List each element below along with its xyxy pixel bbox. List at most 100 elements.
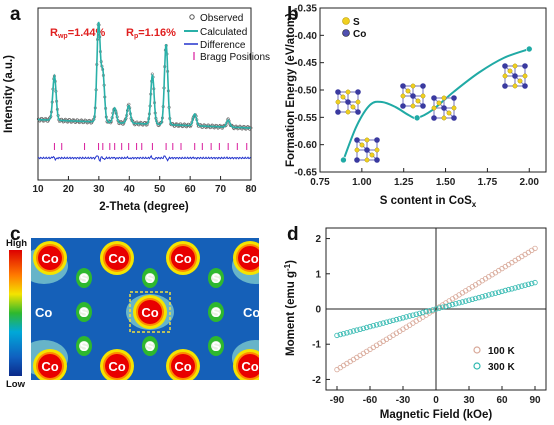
s-density-core bbox=[211, 273, 221, 283]
point-100k bbox=[532, 245, 538, 252]
co-label: Co bbox=[241, 359, 258, 374]
co-atom bbox=[451, 115, 457, 121]
point-300k bbox=[453, 301, 459, 307]
point-300k bbox=[486, 292, 492, 298]
point-300k bbox=[400, 315, 406, 321]
co-density-core bbox=[105, 246, 129, 270]
colorbar-high: High bbox=[6, 238, 27, 249]
point-300k bbox=[367, 323, 373, 330]
co-label-edge: Co bbox=[35, 305, 52, 320]
point-300k bbox=[347, 329, 353, 335]
s-label: S bbox=[146, 271, 155, 286]
co-atom bbox=[355, 109, 361, 115]
point-300k bbox=[380, 320, 386, 326]
co-atom bbox=[512, 73, 518, 79]
ytick-label: -0.45 bbox=[294, 58, 317, 69]
legend-100k-marker bbox=[473, 346, 481, 354]
point-300k bbox=[472, 295, 479, 302]
point-300k bbox=[413, 311, 419, 317]
panel-a-xrd: a Intensity (a.u.) 2-Theta (degree) 10 20… bbox=[3, 4, 270, 213]
co-density-core bbox=[238, 246, 259, 270]
s-atom bbox=[441, 115, 447, 121]
s-atom bbox=[436, 100, 442, 106]
s-atom bbox=[359, 142, 365, 148]
point-300k bbox=[489, 291, 495, 297]
s-atom bbox=[410, 83, 416, 89]
xtick-label: -90 bbox=[330, 395, 345, 406]
panel-b-xlabel: S content in CoSx bbox=[380, 195, 477, 209]
legend-difference: Difference bbox=[200, 40, 246, 51]
legend-observed: Observed bbox=[200, 13, 243, 24]
legend-100k: 100 K bbox=[488, 346, 515, 357]
co-label: Co bbox=[41, 251, 58, 266]
ytick-label: -0.35 bbox=[294, 4, 317, 15]
xtick-label: 60 bbox=[496, 395, 508, 406]
co-atom bbox=[335, 109, 341, 115]
s-atom bbox=[340, 94, 346, 100]
point-300k bbox=[482, 293, 489, 299]
co-atom bbox=[335, 89, 341, 95]
co-label: Co bbox=[108, 359, 125, 374]
point-300k bbox=[443, 303, 449, 310]
panel-b-legend: S Co bbox=[342, 17, 366, 40]
ytick-label: 1 bbox=[315, 269, 321, 280]
co-atom bbox=[441, 105, 447, 111]
panel-d-plot bbox=[326, 228, 546, 390]
s-atom bbox=[400, 93, 406, 99]
s-density-core bbox=[211, 341, 221, 351]
xtick-label: 60 bbox=[185, 184, 197, 195]
panel-a-frame bbox=[37, 7, 252, 181]
xtick-label: 1.75 bbox=[478, 177, 498, 188]
s-density-core bbox=[79, 341, 89, 351]
co-atom bbox=[400, 103, 406, 109]
xtick-label: -30 bbox=[396, 395, 411, 406]
point-300k bbox=[393, 316, 400, 323]
legend-observed-marker bbox=[189, 14, 195, 20]
point-300k bbox=[525, 281, 532, 287]
legend-calculated: Calculated bbox=[200, 27, 247, 38]
co-density-core bbox=[138, 300, 162, 324]
energy-point bbox=[340, 156, 347, 164]
co-atom bbox=[374, 137, 380, 143]
point-300k bbox=[522, 282, 528, 288]
point-300k bbox=[377, 321, 383, 327]
legend-bragg: Bragg Positions bbox=[200, 52, 270, 63]
energy-curve bbox=[342, 48, 530, 161]
co-atom bbox=[345, 99, 351, 105]
co-label: Co bbox=[241, 251, 258, 266]
s-density-core bbox=[145, 273, 155, 283]
legend-co-atom-icon bbox=[342, 29, 350, 37]
s-atom bbox=[350, 104, 356, 110]
crystal-low-s bbox=[354, 137, 380, 163]
s-label: S bbox=[212, 271, 221, 286]
xtick-label: 80 bbox=[245, 184, 257, 195]
panel-b-plot bbox=[340, 45, 533, 164]
xtick-label: 70 bbox=[215, 184, 227, 195]
co-density-core bbox=[38, 246, 62, 270]
point-300k bbox=[466, 297, 472, 303]
s-atom bbox=[405, 88, 411, 94]
point-300k bbox=[469, 296, 475, 302]
point-300k bbox=[479, 294, 485, 300]
panel-b-formation-energy: b Formation Energy (eV/atom) S content i… bbox=[285, 4, 547, 209]
point-300k bbox=[383, 319, 390, 325]
calculated-line bbox=[38, 21, 251, 129]
co-atom bbox=[431, 115, 437, 121]
point-300k bbox=[364, 324, 370, 331]
point-300k bbox=[446, 302, 452, 309]
point-300k bbox=[430, 307, 436, 313]
s-atom bbox=[335, 99, 341, 105]
co-atom bbox=[431, 95, 437, 101]
point-300k bbox=[456, 300, 462, 306]
s-density-core bbox=[145, 341, 155, 351]
legend-s-atom-icon bbox=[342, 17, 350, 25]
s-atom bbox=[364, 157, 370, 163]
panel-d-legend: 100 K 300 K bbox=[473, 346, 515, 373]
co-atom bbox=[354, 137, 360, 143]
s-density-core bbox=[211, 307, 221, 317]
s-atom bbox=[410, 103, 416, 109]
panel-a-rwp: Rwp=1.44% bbox=[50, 27, 106, 40]
xtick-label: 0.75 bbox=[310, 177, 330, 188]
panel-b-ticks: 0.75 1.00 1.25 1.50 1.75 2.00 -0.35 -0.40 -0.45 -… bbox=[294, 4, 539, 189]
